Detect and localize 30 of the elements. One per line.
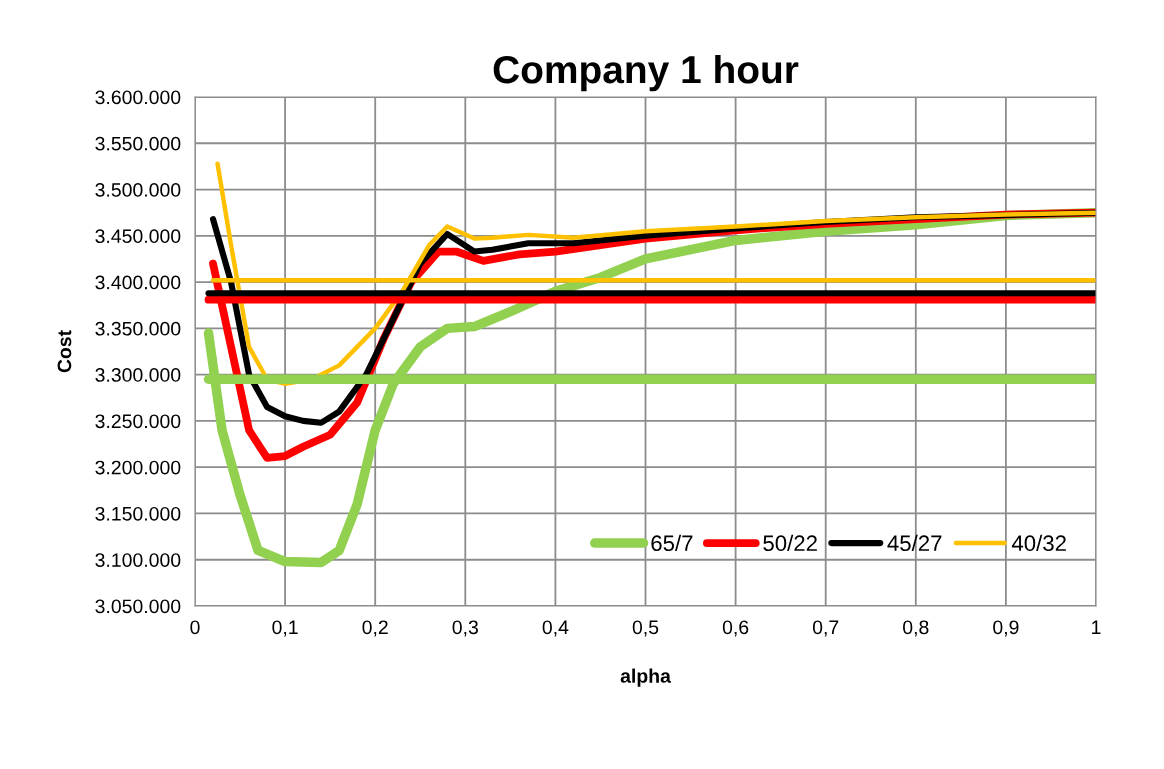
y-tick-label: 3.600.000: [95, 90, 181, 105]
y-tick-label: 3.300.000: [95, 368, 181, 382]
x-tick-label: 0,6: [722, 620, 749, 637]
x-tick-label: 0,8: [903, 620, 929, 637]
chart-title: Company 1 hour: [493, 54, 799, 92]
x-tick-label: 0: [190, 620, 200, 635]
y-tick-label: 3.100.000: [95, 553, 181, 567]
y-tick-label: 3.350.000: [95, 321, 181, 336]
legend-label: 50/22: [763, 534, 817, 552]
x-tick-label: 0,5: [632, 620, 659, 637]
y-tick-label: 3.400.000: [95, 275, 181, 290]
y-tick-label: 3.550.000: [95, 136, 181, 151]
legend-label: 40/32: [1011, 534, 1066, 552]
y-tick-label: 3.500.000: [95, 183, 181, 197]
x-tick-label: 0,9: [993, 620, 1019, 637]
x-tick-label: 0,4: [542, 620, 569, 637]
x-tick-label: 0,2: [362, 620, 388, 637]
y-tick-label: 3.450.000: [95, 229, 181, 244]
x-tick-label: 0,3: [452, 620, 478, 637]
x-tick-label: 0,7: [812, 620, 839, 637]
x-axis-title: alpha: [620, 668, 672, 687]
legend-label: 65/7: [651, 534, 693, 552]
y-axis-title: Cost: [57, 330, 72, 373]
y-tick-label: 3.250.000: [95, 414, 181, 429]
x-tick-label: 0,1: [272, 620, 298, 637]
y-tick-label: 3.200.000: [95, 460, 181, 475]
y-tick-label: 3.050.000: [95, 599, 181, 614]
y-tick-label: 3.150.000: [95, 506, 181, 521]
x-tick-label: 1: [1092, 620, 1101, 634]
legend-label: 45/27: [887, 534, 942, 552]
